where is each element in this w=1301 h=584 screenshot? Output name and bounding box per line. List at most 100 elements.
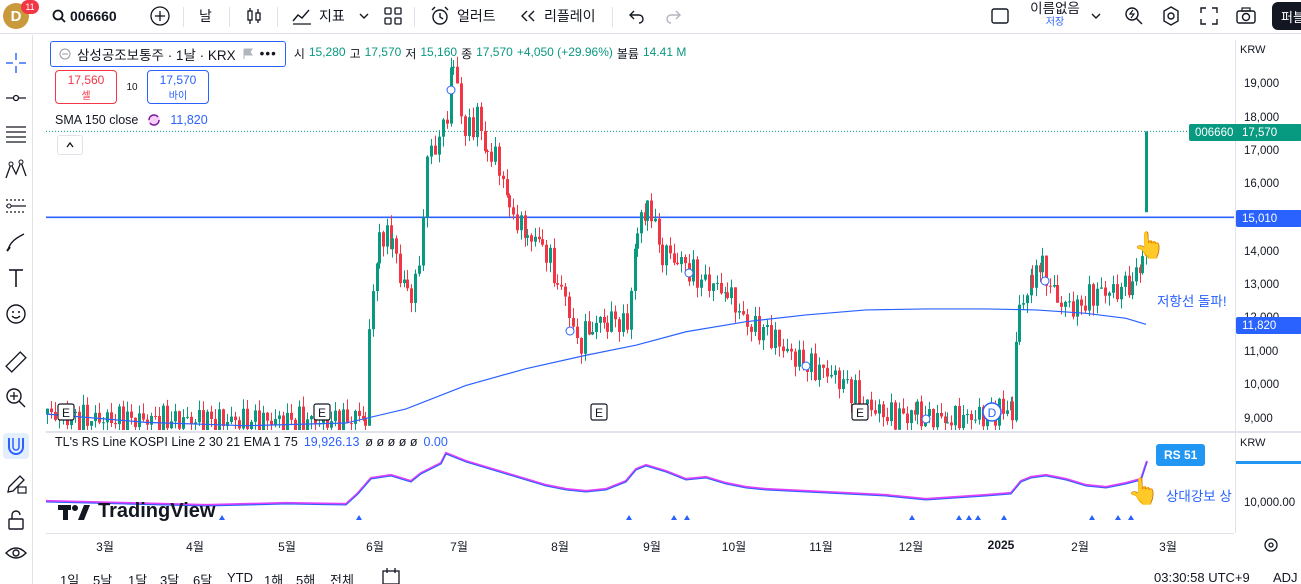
candle-body — [354, 410, 357, 424]
time-axis[interactable]: 3월 4월 5월 6월 7월 8월 9월 10월 11월 12월 2025 2월… — [46, 533, 1234, 555]
settings-button[interactable] — [1160, 0, 1182, 32]
candle-body — [1041, 255, 1044, 273]
buy-label: 바이 — [168, 90, 188, 102]
candle-body — [591, 331, 594, 335]
pattern-tool[interactable] — [3, 157, 29, 183]
candle-body — [669, 245, 672, 254]
prediction-tool[interactable] — [3, 193, 29, 219]
candle-body — [902, 408, 905, 414]
alert-button[interactable]: 얼러트 — [429, 0, 496, 32]
lock-tool[interactable] — [3, 507, 29, 533]
sma-legend[interactable]: SMA 150 close 11,820 — [55, 112, 208, 128]
candle-body — [742, 311, 745, 315]
candle-body — [386, 225, 389, 247]
buy-button[interactable]: 17,570 바이 — [147, 70, 209, 104]
range-button[interactable]: 1해 — [264, 573, 284, 584]
candle-body — [650, 200, 653, 222]
candle-body — [178, 411, 181, 429]
range-button[interactable]: 5해 — [296, 573, 316, 584]
candle-body — [230, 416, 233, 422]
indicators-button[interactable]: 지표 — [291, 0, 345, 32]
candle-body — [1031, 275, 1034, 288]
fib-tool[interactable] — [3, 121, 29, 147]
fullscreen-button[interactable] — [1199, 0, 1219, 32]
candle-body — [310, 416, 313, 420]
compare-add-button[interactable] — [149, 0, 171, 32]
candle-body — [1035, 265, 1038, 288]
trade-quantity[interactable]: 10 — [126, 81, 138, 93]
emoji-tool[interactable] — [3, 301, 29, 327]
undo-button[interactable] — [628, 0, 646, 32]
trendline-tool[interactable] — [3, 85, 29, 111]
candle-body — [486, 150, 489, 152]
range-button[interactable]: 6달 — [193, 573, 213, 584]
range-button[interactable]: 5날 — [93, 573, 113, 584]
candle-body — [1145, 131, 1148, 213]
replay-button[interactable]: 리플레이 — [518, 0, 596, 32]
zoom-tool[interactable] — [3, 385, 29, 411]
close-value: 17,570 — [476, 45, 513, 59]
indicators-dropdown[interactable] — [358, 0, 370, 32]
layout-name-button[interactable]: 이름없음 저장 — [1024, 2, 1086, 30]
brush-tool[interactable] — [3, 229, 29, 255]
candle-body — [1096, 288, 1099, 306]
collapse-legend-button[interactable] — [57, 135, 83, 155]
candle-body — [302, 406, 305, 430]
axis-settings-button[interactable] — [1262, 536, 1280, 557]
candle-body — [846, 379, 849, 381]
range-button[interactable]: YTD — [227, 570, 253, 584]
candle-body — [906, 413, 909, 424]
candle-body — [484, 131, 487, 151]
publish-button[interactable]: 퍼블 — [1272, 2, 1301, 30]
candle-body — [258, 410, 261, 430]
rs-new-high-marker — [909, 515, 915, 520]
symbol-search-button[interactable]: 006660 — [52, 0, 117, 32]
symbol-title-pill[interactable]: 삼성공조보통주 · 1날 · KRX ••• — [50, 40, 286, 67]
lock-draw-tool[interactable] — [3, 471, 29, 497]
candle-body — [538, 236, 541, 240]
rs-annotation[interactable]: 상대강보 상 — [1166, 489, 1232, 504]
tradingview-logo[interactable]: TradingView — [58, 500, 215, 523]
chevron-down-icon — [359, 13, 369, 19]
currency-label[interactable]: KRW — [1240, 44, 1266, 56]
range-button[interactable]: 1달 — [128, 573, 148, 584]
rs-line-pane[interactable] — [46, 433, 1234, 533]
candle-body — [1018, 304, 1021, 342]
candle-body — [794, 351, 797, 367]
more-dots-icon[interactable]: ••• — [259, 46, 277, 61]
candle-body — [746, 314, 749, 327]
crosshair-tool[interactable] — [3, 50, 29, 76]
layouts-button[interactable] — [383, 0, 403, 32]
gear-icon — [1163, 6, 1179, 26]
sell-button[interactable]: 17,560 셀 — [55, 70, 117, 104]
resistance-annotation[interactable]: 저항선 돌파! — [1157, 294, 1227, 309]
interval-button[interactable]: 날 — [199, 0, 212, 32]
zoom-in-icon — [6, 388, 26, 408]
redo-button[interactable] — [664, 0, 682, 32]
pane-divider[interactable] — [46, 431, 1301, 433]
fullscreen-toggle-box[interactable] — [990, 0, 1010, 32]
candle-body — [290, 412, 293, 420]
range-button[interactable]: 1일 — [60, 573, 80, 584]
adj-toggle[interactable]: ADJ — [1273, 570, 1298, 584]
layout-dropdown[interactable] — [1090, 0, 1102, 32]
measure-tool[interactable] — [3, 349, 29, 375]
clock-display[interactable]: 03:30:58 UTC+9 — [1154, 570, 1250, 584]
range-button[interactable]: 전체 — [330, 573, 354, 584]
indicator-scale[interactable]: KRW 10,000.00 — [1235, 433, 1301, 533]
date-range-button[interactable] — [382, 568, 400, 584]
quick-search-button[interactable] — [1123, 0, 1145, 32]
snapshot-button[interactable] — [1235, 0, 1257, 32]
text-tool[interactable] — [3, 265, 29, 291]
replay-label: 리플레이 — [544, 8, 596, 24]
candle-body — [1104, 287, 1107, 296]
chart-type-button[interactable] — [244, 0, 264, 32]
range-button[interactable]: 3달 — [160, 573, 180, 584]
visibility-tool[interactable] — [3, 540, 29, 566]
candle-body — [914, 410, 917, 415]
price-scale[interactable]: KRW 19,000 18,000 17,000 16,000 14,000 1… — [1235, 40, 1301, 432]
indicator-currency[interactable]: KRW — [1240, 437, 1266, 449]
indicator-legend[interactable]: TL's RS Line KOSPI Line 2 30 21 EMA 1 75… — [55, 435, 448, 449]
magnet-tool[interactable] — [3, 433, 29, 459]
